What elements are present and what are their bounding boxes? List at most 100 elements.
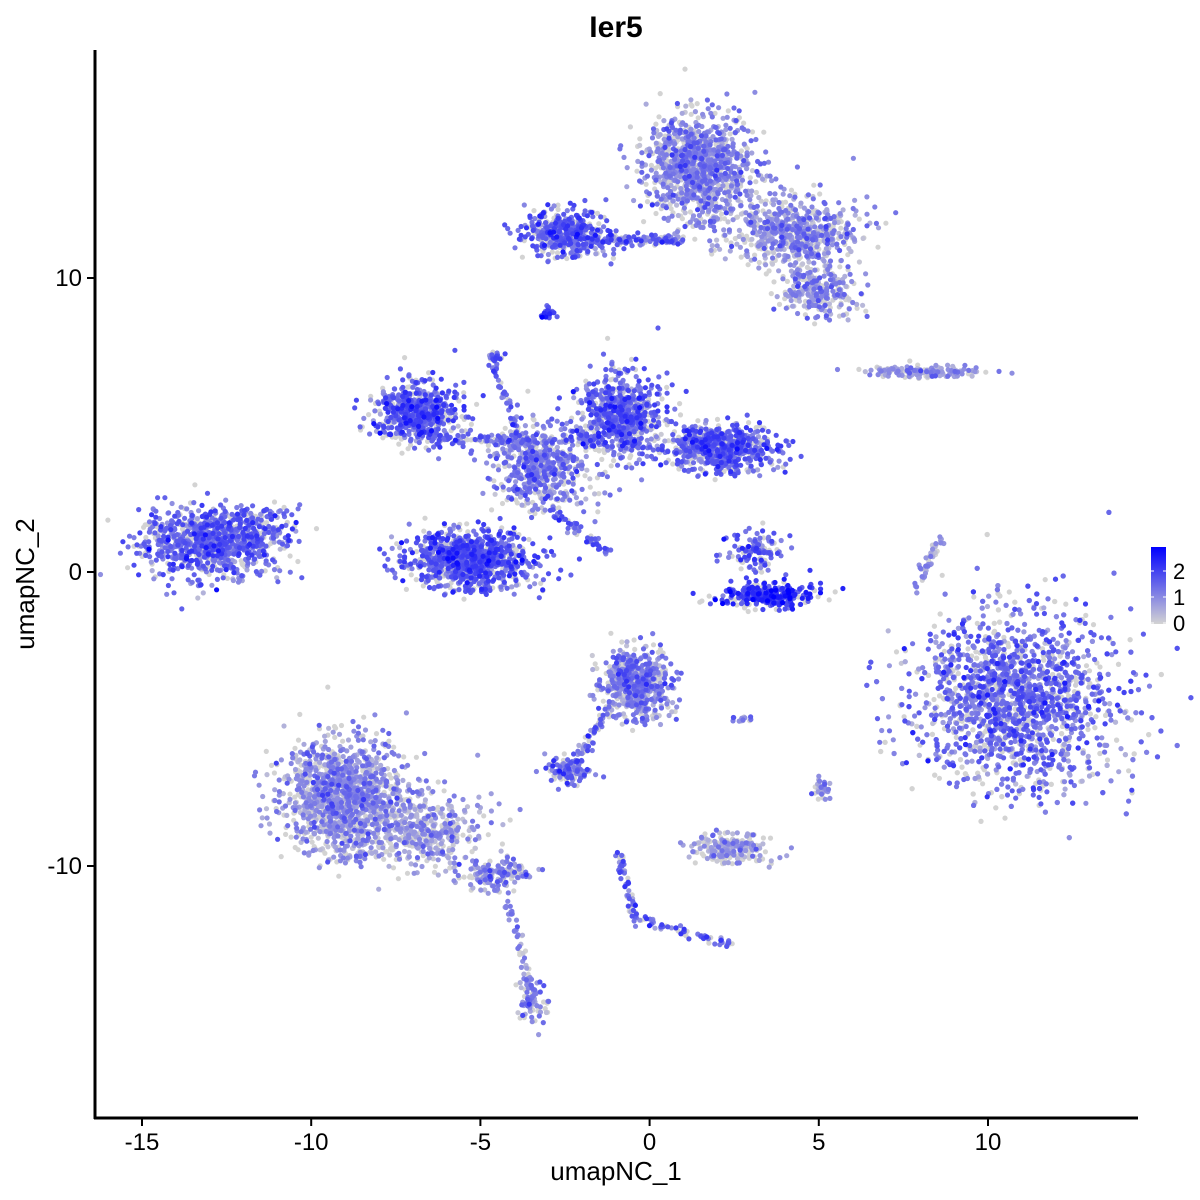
cell-point-bottom-tail-line [521,971,527,977]
cell-point-mid-cluster [592,661,598,667]
cell-point-right-blob [933,634,939,640]
cell-point-mid-cluster [630,727,636,734]
cell-point-right-blob [995,607,1002,613]
cell-point-bottom-left-blob [391,744,397,750]
cell-point-bottom-left-mid [408,861,414,867]
cell-point-right-blob [973,649,979,655]
cell-point-top-right-lower [812,321,818,327]
cell-point-bottom-left-blob [297,757,303,763]
cell-point-right-blob [937,611,943,617]
cell-point-top-head [641,219,647,225]
cell-point-top-right-arm [745,262,751,268]
cell-point-top-head [727,131,733,137]
cell-point-center-right-lobe [583,448,589,454]
cell-point-bottom-left-blob [295,737,302,743]
cell-point-small-bright [745,608,751,615]
cell-point-bottom-left-mid [462,819,468,825]
cell-point-top-head [634,168,640,174]
cell-point-bottom-left-blob [288,834,294,840]
cell-point-top-right-lower [863,308,869,314]
cell-point-bottom-left-blob [412,806,418,813]
cell-point-bottom-left-mid [395,876,401,882]
cell-point-center-hub [489,507,495,513]
cell-point-center-hub [584,467,590,473]
cell-point-right-blob [931,623,938,629]
cell-point-top-head [749,150,755,156]
cell-point-top-head [738,148,745,154]
cell-point-right-blob [1097,664,1103,670]
cell-point-bottom-left-blob [301,741,307,747]
cell-point-lower-small [699,851,705,857]
cell-point-left-blob [313,526,320,532]
cell-point-lower-small [696,840,702,846]
cell-point-bottom-left-blob [361,714,367,720]
cell-point-center-bottom-lobe [422,515,428,521]
cell-point-right-strip [856,366,862,372]
cell-point-center-bottom-lobe [434,579,440,585]
cell-point-top-right-lower [845,317,851,323]
cell-point-top-head [643,101,649,107]
cell-point-bottom-left-blob [308,834,314,840]
cell-point-center-left-lobe [405,446,411,452]
cell-point-bottom-left-blob [264,772,270,778]
cell-point-center-hub [525,388,531,394]
cell-point-top-head [727,248,733,254]
cell-point-right-blob [985,771,991,777]
cell-point-top-right-arm [883,220,889,226]
cell-point-bottom-left-mid [499,841,505,847]
cell-point-top-head [624,184,630,190]
cell-point-mid-small [561,751,567,757]
cell-point-right-blob [993,805,999,811]
cell-point-left-blob [224,575,230,582]
cell-point-bottom-left-mid [507,817,513,823]
cell-point-bottom-left-mid [406,849,412,856]
cell-point-bottom-left-blob [325,684,331,690]
cell-point-left-blob-tip [263,520,270,526]
cell-point-right-blob [1059,731,1065,737]
cell-point-bottom-left-blob [373,849,379,855]
cell-point-right-blob [999,794,1005,800]
cell-point-right-blob [936,775,943,781]
cell-point-left-blob-tip [271,499,278,505]
cell-point-mid-cluster [650,642,657,648]
cell-point-bottom-left-blob [297,711,303,718]
cell-point-top-left-arm [555,202,561,208]
cell-point-lower-small [756,857,762,864]
cell-point-left-blob-tip [281,504,287,510]
cell-point-top-head [675,212,681,219]
points-layer [97,66,1194,1038]
cell-point-right-blob [957,757,964,763]
cell-point-top-head [753,179,759,185]
cell-point-center-right-lobe [605,335,611,341]
cell-point-top-right-lower [768,291,774,297]
cell-point-left-blob [141,524,147,530]
cell-point-top-right-arm [721,216,728,222]
cell-point-mid-cluster [589,652,595,659]
cell-point-right-strip [969,373,975,379]
chart-title: Ier5 [589,11,642,44]
cell-point-bottom-left-blob [326,725,332,731]
cell-point-top-head [682,66,688,72]
cell-point-bottom-left-blob [376,886,382,892]
cell-point-top-right-lower [790,303,796,309]
cell-point-top-right-arm [718,211,725,217]
cell-point-right-blob [959,764,965,770]
cell-point-bottom-left-blob [401,754,407,760]
cell-point-center-right-lobe [658,431,664,437]
cell-point-right-blob [1085,721,1091,728]
cell-point-top-right-lower [776,301,783,307]
cell-point-center-hub [587,484,593,490]
cell-point-top-head [725,108,731,114]
cell-point-bottom-left-blob [284,812,290,819]
cell-point-top-right-arm [732,235,738,242]
cell-point-bottom-left-mid [447,865,453,871]
cell-point-top-head [736,227,743,233]
cell-point-bottom-left-blob [267,830,273,836]
cell-point-right-blob [1114,737,1120,743]
cell-point-center-bottom-lobe [465,529,471,535]
cell-point-right-blob [1079,778,1085,784]
cell-point-right-blob [1006,589,1012,595]
cell-point-bottom-left-mid [485,832,491,838]
cell-point-center-bottom-lobe [420,583,426,589]
cell-point-center-right-arm [714,416,721,422]
